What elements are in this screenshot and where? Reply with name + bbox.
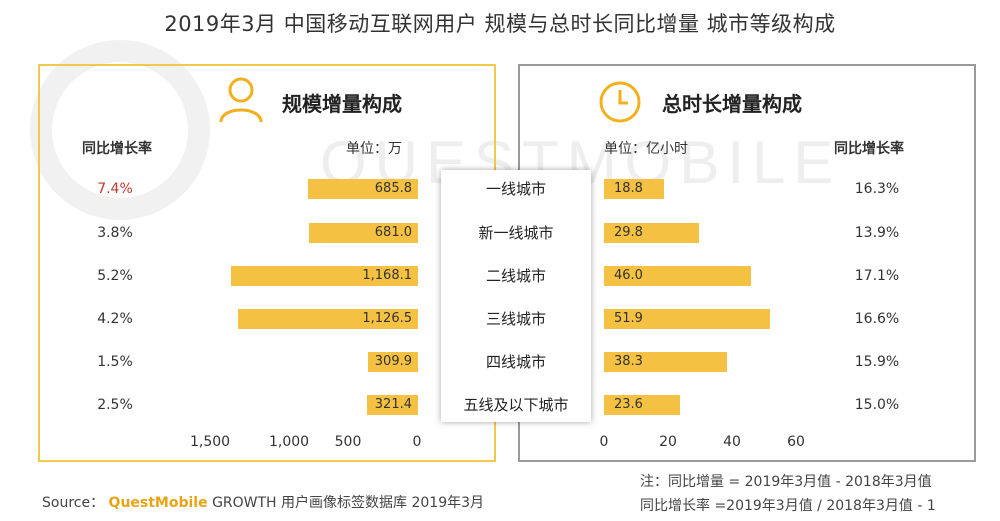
left-bar [308,179,418,199]
left-bar-value: 1,168.1 [362,268,412,283]
left-bar-value: 321.4 [374,397,412,412]
right-rate: 17.1% [854,268,900,284]
right-bar [604,179,665,199]
city-label: 一线城市 [485,180,546,198]
left-bar [231,266,418,286]
left-bar [366,395,418,415]
left-axis-tick: 1,500 [190,434,231,450]
left-unit-label: 单位：万 [346,141,402,157]
left-bar [309,223,418,243]
left-rate: 4.2% [97,311,133,327]
right-panel-title: 总时长增量构成 [662,92,802,116]
city-label: 新一线城市 [478,224,554,242]
right-bar-value: 29.8 [614,225,643,240]
left-bar [237,309,418,329]
right-rate: 15.0% [854,397,900,413]
left-rate: 2.5% [97,397,133,413]
right-rate: 16.3% [854,181,900,197]
right-rate-header: 同比增长率 [834,141,904,157]
right-bar-value: 51.9 [614,311,643,326]
left-rate-header: 同比增长率 [82,141,152,157]
right-axis-tick: 40 [723,434,741,450]
user-icon [219,77,263,123]
left-panel-title: 规模增量构成 [282,92,402,116]
city-label: 四线城市 [485,353,546,371]
left-axis-tick: 500 [334,434,362,450]
city-label: 五线及以下城市 [463,396,569,414]
left-rate: 1.5% [97,354,133,370]
left-rate: 7.4% [97,181,133,197]
city-labels-box: 一线城市 新一线城市 二线城市 三线城市 四线城市 五线及以下城市 [441,170,591,422]
clock-icon [599,81,641,123]
right-axis-tick: 20 [659,434,677,450]
note-line-2: 同比增长率 =2019年3月值 / 2018年3月值 - 1 [640,498,936,514]
city-label: 二线城市 [485,267,546,285]
left-bar-value: 309.9 [374,354,412,369]
city-label: 三线城市 [485,310,546,328]
left-bar [368,352,418,372]
left-bar-value: 685.8 [374,181,412,196]
right-bar-value: 23.6 [614,397,643,412]
right-bar [604,395,680,415]
source-line: Source： QuestMobile GROWTH 用户画像标签数据库 201… [42,492,484,512]
right-rate: 16.6% [854,311,900,327]
left-bar-value: 1,126.5 [362,311,412,326]
right-unit-label: 单位：亿小时 [604,141,688,157]
right-bar-value: 18.8 [614,181,643,196]
right-axis-tick: 0 [599,434,609,450]
left-axis-tick: 0 [412,434,422,450]
source-rest: GROWTH 用户画像标签数据库 2019年3月 [212,495,485,511]
right-bar-value: 46.0 [614,268,643,283]
page-title: 2019年3月 中国移动互联网用户 规模与总时长同比增量 城市等级构成 [164,12,836,36]
left-axis-tick: 1,000 [269,434,310,450]
right-rate: 15.9% [854,354,900,370]
right-bar-value: 38.3 [614,354,643,369]
source-prefix: Source： [42,495,105,511]
left-bar-value: 681.0 [374,225,412,240]
right-axis-tick: 60 [787,434,805,450]
right-bar [604,352,727,372]
right-bar [604,309,771,329]
right-bar [604,266,752,286]
left-rate: 5.2% [97,268,133,284]
note-line-1: 注：同比增量 = 2019年3月值 - 2018年3月值 [640,474,932,490]
left-rate: 3.8% [97,225,133,241]
questmobile-logo: QuestMobile [108,495,208,511]
right-bar [604,223,700,243]
right-rate: 13.9% [854,225,900,241]
